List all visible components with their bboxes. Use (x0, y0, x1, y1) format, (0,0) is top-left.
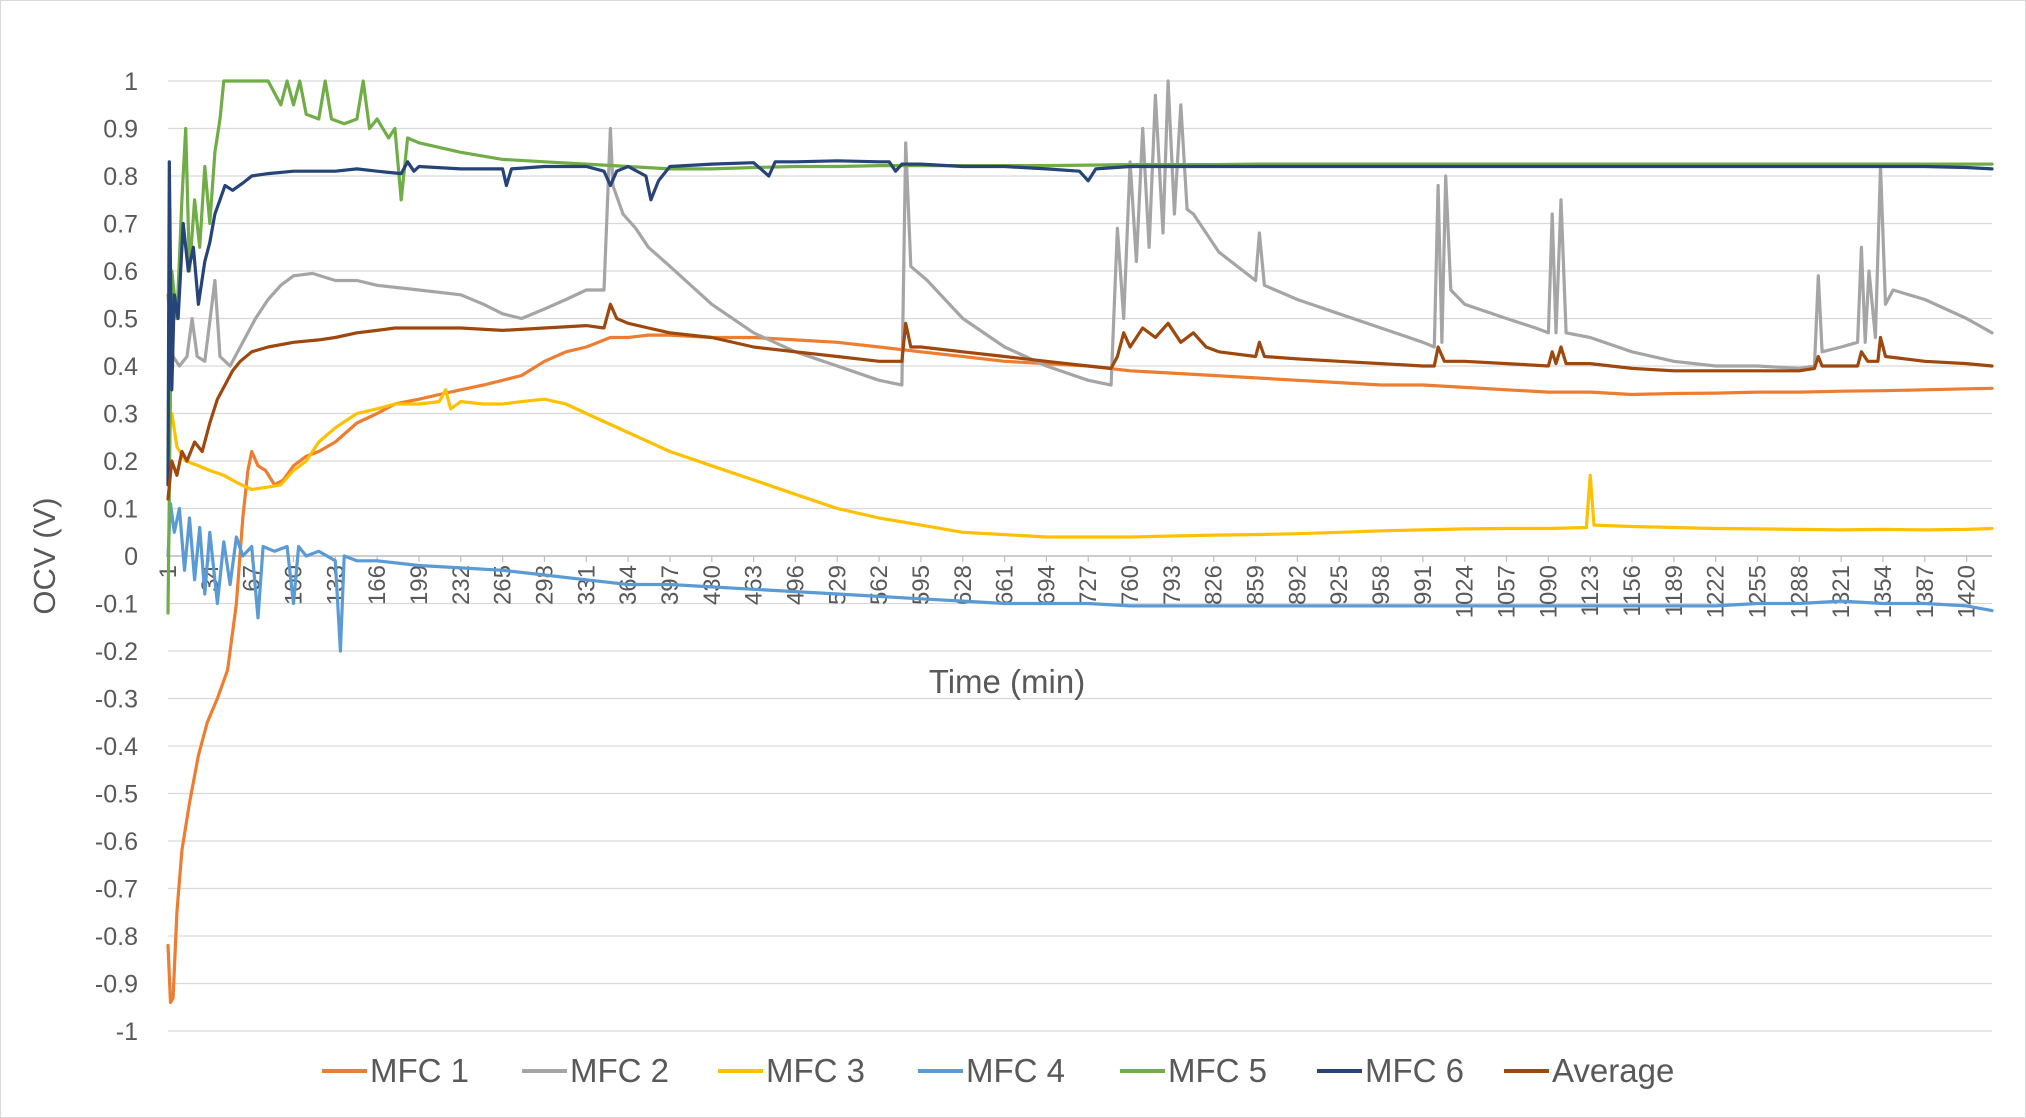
x-tick-label: 661 (992, 565, 1019, 605)
legend-label: MFC 6 (1365, 1052, 1464, 1089)
series-line-mfc-2 (166, 79, 1994, 387)
x-tick-label: 991 (1410, 565, 1437, 605)
legend-item: MFC 4 (918, 1052, 1065, 1089)
legend-item: MFC 6 (1317, 1052, 1464, 1089)
legend-label: MFC 1 (370, 1052, 469, 1089)
y-tick-label: 0.6 (103, 258, 138, 286)
y-tick-label: 0.1 (103, 496, 138, 524)
x-tick-label: 727 (1075, 565, 1102, 605)
y-axis-title: OCV (V) (27, 497, 62, 614)
y-tick-label: 0.8 (103, 163, 138, 191)
x-tick-label: 232 (448, 565, 475, 605)
y-tick-label: -0.9 (95, 971, 138, 999)
y-tick-label: 0.3 (103, 401, 138, 429)
x-tick-label: 496 (782, 565, 809, 605)
x-tick-label: 1321 (1828, 565, 1855, 618)
y-tick-label: -0.5 (95, 781, 138, 809)
x-tick-label: 694 (1033, 565, 1060, 605)
gridlines (168, 80, 1992, 1032)
x-tick-label: 1090 (1535, 565, 1562, 618)
legend-item: MFC 3 (718, 1052, 865, 1089)
x-axis-title: Time (min) (929, 663, 1085, 700)
legend-label: MFC 2 (570, 1052, 669, 1089)
x-tick-label: 298 (531, 565, 558, 605)
series-line-mfc-5 (166, 79, 1994, 615)
x-tick-label: 463 (741, 565, 768, 605)
series-line-mfc-1 (166, 333, 1994, 1005)
x-tick-label: 331 (573, 565, 600, 605)
x-tick-label: 958 (1368, 565, 1395, 605)
x-tick-label: 166 (364, 565, 391, 605)
x-tick-label: 1387 (1912, 565, 1939, 618)
series-line-average (166, 302, 1994, 501)
x-tick-label: 1354 (1870, 565, 1897, 618)
x-tick-label: 1189 (1661, 565, 1688, 617)
y-tick-label: 0.2 (103, 448, 138, 476)
x-tick-label: 892 (1284, 565, 1311, 605)
y-tick-label: -0.8 (95, 923, 138, 951)
y-tick-label: -0.4 (95, 733, 138, 761)
x-tick-label: 199 (406, 565, 433, 605)
x-tick-label: 1156 (1619, 565, 1646, 617)
series-line-mfc-3 (166, 388, 1994, 539)
x-tick-label: 760 (1117, 565, 1144, 605)
y-tick-label: 0.5 (103, 306, 138, 334)
legend-item: MFC 2 (522, 1052, 669, 1089)
x-tick-label: 562 (866, 565, 893, 605)
y-tick-label: 0 (124, 543, 138, 571)
y-tick-label: -0.3 (95, 686, 138, 714)
x-tick-label: 859 (1243, 565, 1270, 605)
y-tick-label: -0.2 (95, 638, 138, 666)
y-tick-label: 0.9 (103, 116, 138, 144)
legend-label: MFC 5 (1168, 1052, 1267, 1089)
x-tick-label: 793 (1159, 565, 1186, 605)
x-tick-label: 1255 (1745, 565, 1772, 618)
y-tick-label: 0.7 (103, 211, 138, 239)
x-tick-label: 925 (1326, 565, 1353, 605)
x-tick-label: 1420 (1954, 565, 1981, 618)
legend-item: MFC 1 (322, 1052, 469, 1089)
series-lines (166, 79, 1994, 1005)
y-tick-label: 0.4 (103, 353, 138, 381)
y-tick-labels: 1 0.9 0.8 0.7 0.6 0.5 0.4 0.3 0.2 0.1 0 -0.1 -0.2 -0.… (95, 68, 138, 1046)
y-tick-label: 1 (124, 68, 138, 96)
x-tick-label: 1024 (1452, 565, 1479, 618)
legend-label: Average (1552, 1052, 1674, 1089)
y-tick-label: -0.1 (95, 591, 138, 619)
legend-item: Average (1504, 1052, 1674, 1089)
legend-item: MFC 5 (1120, 1052, 1267, 1089)
x-tick-label: 1123 (1577, 565, 1604, 617)
x-tick-label: 628 (950, 565, 977, 605)
y-tick-label: -1 (116, 1018, 138, 1046)
x-tick-label: 529 (824, 565, 851, 605)
y-tick-label: -0.7 (95, 876, 138, 904)
y-tick-label: -0.6 (95, 828, 138, 856)
x-tick-label: 1057 (1494, 565, 1521, 618)
series-line-mfc-6 (166, 159, 1994, 487)
series-line-mfc-4 (166, 502, 1994, 653)
legend: MFC 1 MFC 2 MFC 3 MFC 4 MFC 5 MFC 6 Average (322, 1052, 1674, 1089)
x-tick-label: 1222 (1703, 565, 1730, 618)
x-tick-label: 1288 (1786, 565, 1813, 618)
legend-label: MFC 4 (966, 1052, 1065, 1089)
legend-label: MFC 3 (766, 1052, 865, 1089)
x-tick-label: 826 (1201, 565, 1228, 605)
